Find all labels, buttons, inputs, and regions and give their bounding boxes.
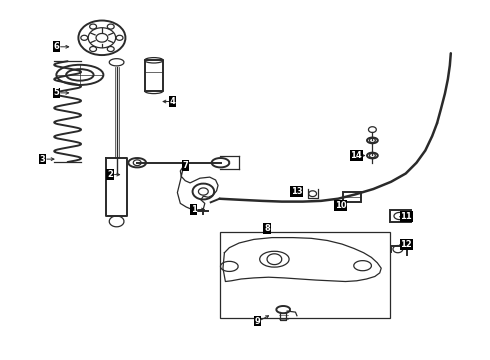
Text: 13: 13 — [291, 187, 302, 196]
Text: 8: 8 — [264, 224, 270, 233]
Text: 10: 10 — [335, 201, 346, 210]
Text: 12: 12 — [400, 240, 412, 249]
Text: 9: 9 — [254, 317, 260, 325]
Text: 3: 3 — [40, 154, 46, 163]
Text: 14: 14 — [350, 151, 362, 160]
Text: 2: 2 — [107, 170, 113, 179]
Text: 5: 5 — [53, 88, 59, 97]
Text: 7: 7 — [183, 161, 189, 170]
Bar — [220, 232, 390, 318]
Text: 11: 11 — [400, 212, 412, 221]
Bar — [343, 192, 361, 202]
Text: 1: 1 — [191, 205, 196, 214]
Bar — [390, 210, 411, 222]
Text: 4: 4 — [170, 97, 175, 106]
Text: 6: 6 — [53, 42, 59, 51]
